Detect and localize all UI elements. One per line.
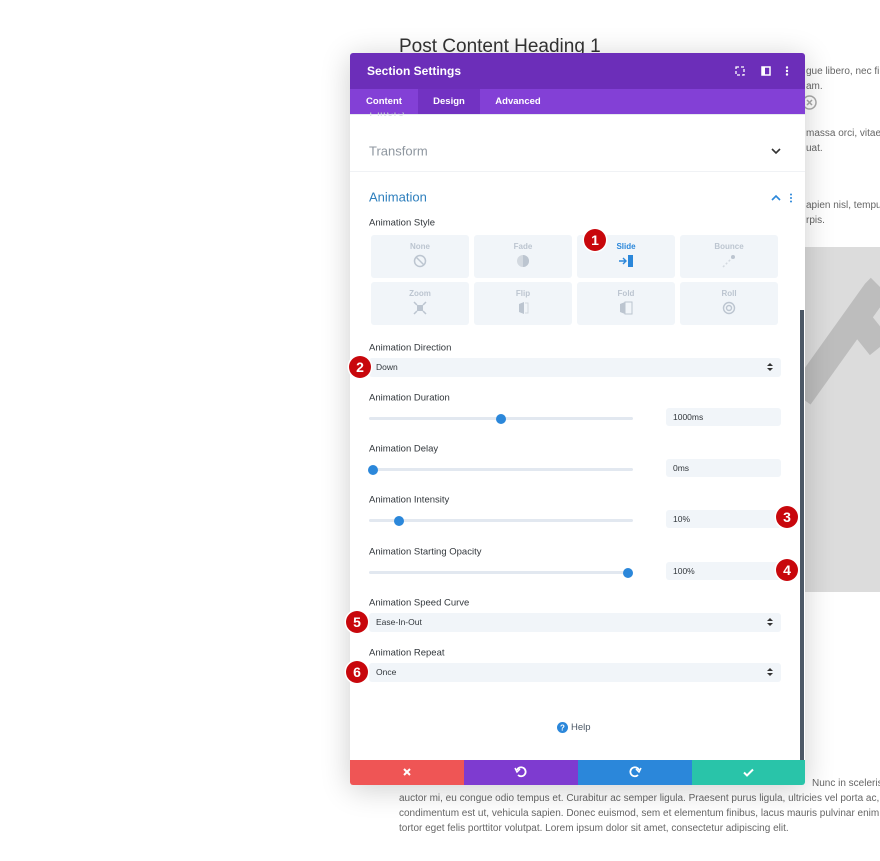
style-option[interactable]: Roll (680, 282, 778, 325)
style-option[interactable]: Bounce (680, 235, 778, 278)
badge: 2 (349, 356, 371, 378)
body-text: condimentum est ut, vehicula sapien. Don… (399, 808, 880, 819)
input[interactable]: 0ms (666, 459, 781, 477)
style-option[interactable]: Fade (474, 235, 572, 278)
divider (350, 114, 805, 115)
option-label: Fold (617, 289, 635, 298)
badge: 4 (776, 559, 798, 581)
slider-track[interactable] (369, 515, 633, 526)
side-text: gue libero, nec fin (806, 66, 880, 77)
redo-button[interactable] (578, 760, 692, 785)
slider-knob[interactable] (496, 413, 506, 424)
post-heading: Post Content Heading 1 (399, 36, 601, 57)
slider-knob[interactable] (368, 464, 378, 475)
option-label: Bounce (714, 242, 744, 251)
style-option[interactable]: Flip (474, 282, 572, 325)
field-label: Animation Duration (369, 392, 450, 404)
section-title[interactable]: Filters (369, 113, 404, 119)
badge: 6 (346, 661, 368, 683)
style-option[interactable]: None (371, 235, 469, 278)
section-title[interactable]: Transform (369, 143, 428, 159)
field-label: Animation Repeat (369, 647, 445, 659)
select[interactable]: Once (369, 663, 781, 682)
header-icons[interactable] (734, 65, 794, 77)
tab[interactable]: Advanced (495, 96, 541, 107)
svg-text:?: ? (560, 724, 565, 733)
help-icon[interactable]: ? (557, 722, 568, 733)
option-label: Roll (721, 289, 737, 298)
body-text: tortor eget felis porttitor volutpat. Lo… (399, 823, 789, 834)
side-text: am. (806, 81, 823, 92)
field-label: Animation Starting Opacity (369, 546, 482, 558)
side-text: rpis. (806, 215, 825, 226)
field-label: Animation Style (369, 217, 436, 229)
section-title[interactable]: Animation (369, 189, 427, 205)
save-button[interactable] (692, 760, 805, 785)
scrollbar[interactable] (800, 310, 804, 760)
field-label: Animation Intensity (369, 494, 450, 506)
input[interactable]: 100% (666, 562, 781, 580)
option-label: None (410, 242, 430, 251)
input[interactable]: 10% (666, 510, 781, 528)
select[interactable]: Down (369, 358, 781, 377)
tab[interactable]: Content (366, 96, 402, 107)
settings-modal: Section Settings Content Design Advanced… (350, 53, 805, 785)
modal-header (350, 53, 805, 89)
slider-knob[interactable] (394, 515, 404, 526)
divider (350, 171, 805, 172)
section-controls[interactable] (771, 193, 795, 203)
modal-title: Section Settings (367, 64, 462, 78)
slider-track[interactable] (369, 413, 633, 424)
option-label: Zoom (409, 289, 431, 298)
tab-active[interactable]: Design (418, 89, 480, 114)
slider-track[interactable] (369, 567, 633, 578)
field-label: Animation Direction (369, 342, 452, 354)
style-option[interactable]: Fold (577, 282, 675, 325)
body-text: Nunc in sceleris (812, 778, 880, 789)
slider-knob[interactable] (623, 567, 633, 578)
discard-button[interactable] (350, 760, 464, 785)
side-text: uat. (806, 143, 823, 154)
input[interactable]: 1000ms (666, 408, 781, 426)
side-text: massa orci, vitae la (806, 128, 880, 139)
option-label: Slide (616, 242, 636, 251)
slider-track[interactable] (368, 464, 633, 475)
field-label: Animation Speed Curve (369, 597, 470, 609)
undo-button[interactable] (464, 760, 578, 785)
side-text: apien nisl, tempus (806, 200, 880, 211)
field-label: Animation Delay (369, 443, 439, 455)
body-text: auctor mi, eu congue odio tempus et. Cur… (399, 793, 880, 804)
image-placeholder (800, 247, 880, 592)
badge: 5 (346, 611, 368, 633)
badge: 3 (776, 506, 798, 528)
select[interactable]: Ease-In-Out (369, 613, 781, 632)
style-option[interactable]: Zoom (371, 282, 469, 325)
badge: 1 (584, 229, 606, 251)
chevron-down[interactable] (771, 147, 781, 155)
option-label: Fade (513, 242, 533, 251)
option-label: Flip (515, 289, 531, 298)
help-link[interactable]: Help (571, 722, 591, 733)
